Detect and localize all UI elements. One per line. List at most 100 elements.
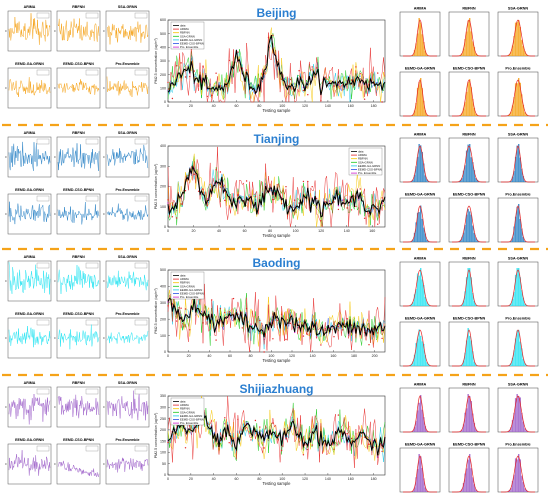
city-block-tianjing: ARIMA0RBFNN0SSA-GRNN0EEMD-GA-GRNN0EEMD-C… bbox=[5, 131, 539, 243]
y-tick-label: 250 bbox=[160, 417, 166, 421]
histogram-bar bbox=[518, 396, 520, 432]
histogram-bar bbox=[511, 357, 514, 366]
histogram-title: SSA-GRNN bbox=[508, 7, 529, 11]
histogram-bar bbox=[423, 163, 425, 182]
histogram-title: RBFNN bbox=[462, 133, 476, 137]
histogram-bar bbox=[462, 300, 465, 306]
error-series-line bbox=[57, 265, 100, 294]
histogram-ssa-grnn: SSA-GRNN bbox=[497, 133, 539, 183]
error-series-line bbox=[106, 21, 149, 45]
histogram-bar bbox=[423, 285, 425, 306]
series-marker bbox=[241, 327, 243, 329]
histogram-bar bbox=[413, 487, 416, 492]
histogram-bar bbox=[412, 361, 414, 366]
error-panel-eemd-cso-bpnn: EEMD-CSO-BPNN 0 bbox=[54, 312, 101, 359]
series-marker bbox=[377, 332, 379, 334]
histogram-bar bbox=[521, 39, 523, 56]
histogram-bar bbox=[524, 240, 526, 242]
histogram-bar bbox=[421, 341, 423, 366]
histogram-bar bbox=[420, 78, 422, 116]
error-panel-title: ARIMA bbox=[24, 255, 36, 259]
series-line-data bbox=[167, 297, 386, 338]
histogram-bar bbox=[459, 180, 462, 182]
series-marker bbox=[232, 297, 235, 300]
x-tick-label: 160 bbox=[369, 229, 375, 233]
y-axis-label: PM2.5 concentration (ug/m³) bbox=[154, 288, 158, 334]
histogram-fit-curve bbox=[403, 329, 437, 367]
mini-legend bbox=[36, 138, 50, 145]
x-tick-label: 120 bbox=[302, 104, 308, 108]
histogram-bar bbox=[473, 422, 476, 432]
histogram-bar bbox=[519, 341, 521, 366]
histogram-bar bbox=[418, 144, 420, 182]
histogram-bar bbox=[522, 104, 525, 116]
error-panel-eemd-cso-bpnn: EEMD-CSO-BPNN 0 bbox=[54, 188, 101, 235]
histogram-arima: ARIMA bbox=[399, 133, 441, 183]
histogram-bar bbox=[413, 294, 416, 306]
error-panel-title: RBFNN bbox=[72, 5, 85, 9]
error-panel-title: EEMD-GA-GRNN bbox=[15, 62, 44, 66]
histogram-bar bbox=[511, 299, 514, 306]
histogram-bar bbox=[516, 394, 518, 432]
error-panel-title: SSA-GRNN bbox=[118, 131, 138, 135]
histogram-bar bbox=[462, 170, 465, 182]
histogram-bar bbox=[476, 491, 479, 492]
city-block-beijing: ARIMA0RBFNN0SSA-GRNN0EEMD-GA-GRNN0EEMD-C… bbox=[5, 5, 539, 117]
series-marker bbox=[315, 67, 318, 69]
error-tick: 0 bbox=[54, 155, 56, 159]
histogram-bar bbox=[521, 348, 523, 366]
histogram-bar bbox=[514, 398, 517, 432]
series-marker bbox=[346, 207, 348, 209]
histogram-bar bbox=[514, 338, 517, 366]
x-tick-label: 80 bbox=[257, 104, 261, 108]
histogram-arima: ARIMA bbox=[399, 257, 441, 307]
histogram-bar bbox=[522, 482, 525, 492]
histogram-title: Pro.Ensemble bbox=[505, 67, 530, 71]
histogram-bar bbox=[467, 144, 469, 182]
histogram-bar bbox=[415, 166, 417, 182]
chart-title: Beijing bbox=[256, 6, 296, 20]
histogram-bar bbox=[525, 490, 528, 492]
y-axis-label: PM2.5 concentration (ug/m³) bbox=[154, 164, 158, 210]
histogram-bar bbox=[473, 301, 476, 306]
y-tick-label: 150 bbox=[160, 439, 166, 443]
histogram-bar bbox=[421, 279, 423, 306]
histogram-bar bbox=[412, 179, 414, 182]
histogram-bar bbox=[516, 330, 518, 366]
histogram-bar bbox=[413, 427, 416, 432]
series-marker bbox=[372, 207, 374, 209]
series-marker bbox=[259, 319, 261, 322]
histogram-title: Pro.Ensemble bbox=[505, 193, 530, 197]
legend-entry: EEMD-GA-GRNN bbox=[358, 164, 380, 168]
x-tick-label: 140 bbox=[325, 104, 331, 108]
histogram-bar bbox=[464, 38, 466, 56]
histogram-fit-curve bbox=[452, 329, 486, 367]
error-panel-title: EEMD-GA-GRNN bbox=[15, 312, 44, 316]
histogram-bar bbox=[475, 489, 477, 492]
histogram-bar bbox=[461, 236, 463, 242]
series-marker bbox=[263, 447, 265, 449]
mini-legend bbox=[36, 319, 50, 326]
series-marker bbox=[280, 449, 283, 452]
histogram-bar bbox=[508, 305, 511, 306]
series-marker bbox=[294, 199, 296, 201]
histogram-bar bbox=[423, 100, 425, 116]
histogram-bar bbox=[510, 487, 512, 492]
city-block-baoding: ARIMA0RBFNN0SSA-GRNN0EEMD-GA-GRNN0EEMD-C… bbox=[5, 255, 539, 367]
series-marker bbox=[315, 337, 318, 339]
series-marker bbox=[245, 69, 248, 71]
legend-box bbox=[170, 21, 205, 50]
error-panel-arima: ARIMA 0 bbox=[5, 255, 52, 302]
histogram-bar bbox=[514, 216, 517, 242]
histogram-bar bbox=[413, 232, 416, 242]
histogram-bar bbox=[473, 46, 476, 56]
histogram-fit-curve bbox=[501, 205, 535, 243]
legend-entry: data bbox=[358, 150, 364, 154]
series-marker bbox=[197, 85, 200, 87]
y-tick-label: 100 bbox=[160, 334, 166, 338]
histogram-bar bbox=[416, 338, 419, 366]
histogram-title: EEMD-CSO-BPNN bbox=[453, 443, 486, 447]
series-marker bbox=[211, 94, 213, 97]
histogram-bar bbox=[470, 340, 472, 366]
y-tick-label: 100 bbox=[160, 87, 166, 91]
